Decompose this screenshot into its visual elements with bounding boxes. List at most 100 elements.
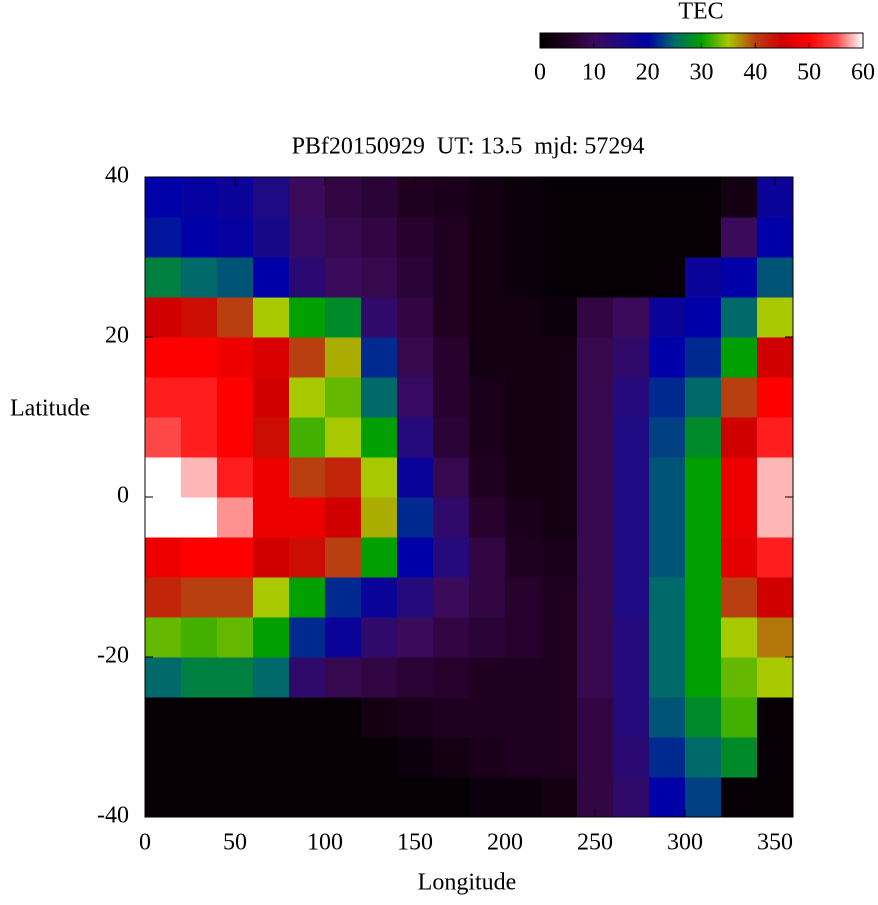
- heatmap-cell: [397, 497, 434, 538]
- heatmap-cell: [145, 657, 182, 698]
- heatmap-cell: [433, 217, 470, 258]
- heatmap-cell: [577, 377, 614, 418]
- heatmap-cell: [613, 737, 650, 778]
- heatmap-cell: [541, 457, 578, 498]
- heatmap-cell: [505, 697, 542, 738]
- heatmap-cell: [433, 457, 470, 498]
- heatmap-cell: [685, 737, 722, 778]
- heatmap-cell: [469, 777, 506, 818]
- heatmap-cell: [217, 617, 254, 658]
- heatmap-cell: [649, 737, 686, 778]
- heatmap-cell: [649, 497, 686, 538]
- heatmap-cell: [505, 497, 542, 538]
- heatmap-cell: [289, 257, 326, 298]
- heatmap-cell: [469, 457, 506, 498]
- heatmap-cell: [361, 737, 398, 778]
- heatmap-cell: [577, 537, 614, 578]
- heatmap-cell: [361, 497, 398, 538]
- heatmap-cell: [325, 257, 362, 298]
- heatmap-cell: [433, 337, 470, 378]
- heatmap-cell: [757, 697, 794, 738]
- heatmap-cell: [469, 337, 506, 378]
- heatmap-cell: [613, 457, 650, 498]
- heatmap-cell: [685, 417, 722, 458]
- x-tick-label: 250: [577, 830, 613, 856]
- heatmap-cell: [361, 177, 398, 218]
- heatmap-cell: [577, 617, 614, 658]
- colorbar-tick-label: 40: [743, 60, 767, 86]
- heatmap-cell: [433, 537, 470, 578]
- heatmap-cell: [397, 257, 434, 298]
- heatmap-cell: [577, 337, 614, 378]
- heatmap-cell: [685, 777, 722, 818]
- heatmap-cell: [397, 537, 434, 578]
- heatmap-cell: [145, 457, 182, 498]
- heatmap-cell: [181, 577, 218, 618]
- heatmap-cell: [397, 577, 434, 618]
- heatmap-cell: [433, 617, 470, 658]
- heatmap: [145, 177, 794, 818]
- heatmap-cell: [217, 737, 254, 778]
- heatmap-cell: [433, 177, 470, 218]
- heatmap-cell: [253, 617, 290, 658]
- heatmap-cell: [325, 617, 362, 658]
- heatmap-cell: [649, 337, 686, 378]
- heatmap-cell: [289, 337, 326, 378]
- heatmap-cell: [217, 377, 254, 418]
- heatmap-cell: [397, 737, 434, 778]
- heatmap-cell: [613, 617, 650, 658]
- heatmap-cell: [577, 257, 614, 298]
- heatmap-cell: [361, 257, 398, 298]
- heatmap-cell: [289, 177, 326, 218]
- heatmap-cell: [613, 177, 650, 218]
- heatmap-cell: [505, 657, 542, 698]
- heatmap-cell: [505, 537, 542, 578]
- heatmap-cell: [217, 217, 254, 258]
- heatmap-cell: [649, 537, 686, 578]
- heatmap-cell: [181, 297, 218, 338]
- heatmap-cell: [217, 657, 254, 698]
- heatmap-cell: [217, 457, 254, 498]
- heatmap-cell: [433, 697, 470, 738]
- heatmap-cell: [721, 377, 758, 418]
- heatmap-cell: [289, 377, 326, 418]
- heatmap-cell: [577, 657, 614, 698]
- heatmap-cell: [289, 537, 326, 578]
- y-tick-label: 20: [105, 323, 129, 349]
- heatmap-cell: [721, 337, 758, 378]
- heatmap-cell: [649, 617, 686, 658]
- heatmap-cell: [145, 257, 182, 298]
- heatmap-cell: [649, 697, 686, 738]
- heatmap-cell: [721, 177, 758, 218]
- heatmap-cell: [685, 337, 722, 378]
- heatmap-cell: [505, 737, 542, 778]
- y-tick-label: -20: [97, 643, 129, 669]
- heatmap-cell: [325, 377, 362, 418]
- x-tick-label: 0: [139, 830, 151, 856]
- heatmap-cell: [721, 457, 758, 498]
- heatmap-cell: [289, 777, 326, 818]
- heatmap-cell: [685, 657, 722, 698]
- heatmap-cell: [397, 617, 434, 658]
- heatmap-cell: [541, 657, 578, 698]
- colorbar-tick-label: 60: [851, 60, 875, 86]
- heatmap-cell: [505, 777, 542, 818]
- heatmap-cell: [397, 217, 434, 258]
- heatmap-cell: [469, 697, 506, 738]
- heatmap-cell: [469, 737, 506, 778]
- heatmap-cell: [253, 457, 290, 498]
- heatmap-cell: [253, 777, 290, 818]
- heatmap-cell: [289, 497, 326, 538]
- heatmap-cell: [685, 217, 722, 258]
- heatmap-cell: [505, 417, 542, 458]
- heatmap-cell: [145, 577, 182, 618]
- heatmap-cell: [361, 577, 398, 618]
- heatmap-cell: [361, 297, 398, 338]
- x-tick-label: 350: [757, 830, 793, 856]
- heatmap-cell: [217, 497, 254, 538]
- heatmap-cell: [721, 617, 758, 658]
- heatmap-cell: [217, 337, 254, 378]
- heatmap-cell: [613, 537, 650, 578]
- heatmap-cell: [721, 577, 758, 618]
- heatmap-cell: [325, 457, 362, 498]
